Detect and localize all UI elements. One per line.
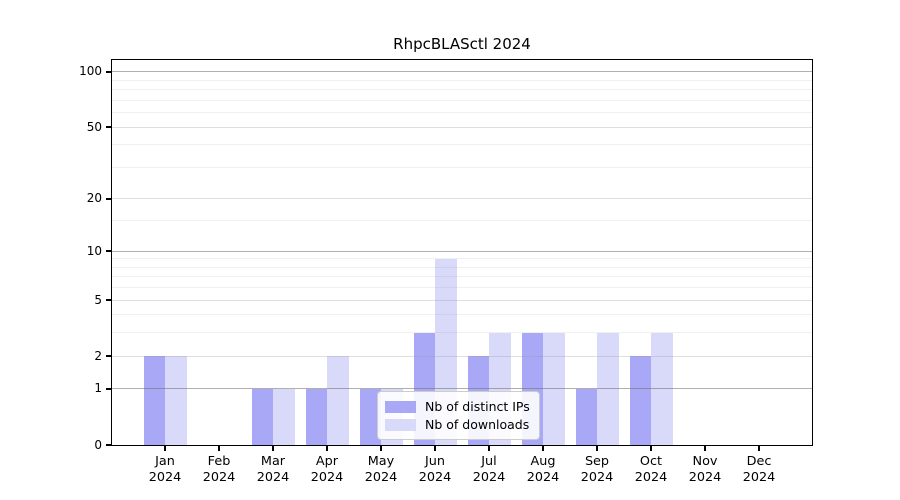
minor-gridline-8 — [112, 266, 812, 268]
y-tick-mark-2 — [106, 355, 112, 357]
x-tick-label-jul: Jul 2024 — [472, 454, 506, 485]
y-tick-label-5: 5 — [94, 292, 102, 307]
y-tick-mark-5 — [106, 299, 112, 301]
x-tick-mark-dec — [758, 446, 760, 451]
y-tick-label-50: 50 — [86, 119, 102, 134]
bar-downloads-jan — [165, 356, 187, 445]
x-tick-mark-jul — [488, 446, 490, 451]
x-tick-mark-nov — [704, 446, 706, 451]
legend-swatch-distinct-ips-icon — [385, 400, 416, 413]
minor-gridline-7 — [112, 276, 812, 278]
x-tick-label-may: May 2024 — [364, 454, 398, 485]
minor-gridline-60 — [112, 112, 812, 114]
x-tick-mark-may — [380, 446, 382, 451]
x-tick-mark-mar — [272, 446, 274, 451]
legend-label-downloads: Nb of downloads — [425, 417, 530, 432]
x-tick-mark-aug — [542, 446, 544, 451]
minor-gridline-40 — [112, 144, 812, 146]
y-tick-mark-1 — [106, 388, 112, 390]
bar-distinct-ips-apr — [305, 388, 327, 445]
y-tick-label-2: 2 — [94, 348, 102, 363]
bar-distinct-ips-may — [359, 388, 381, 445]
minor-gridline-4 — [112, 314, 812, 316]
legend-label-distinct-ips: Nb of distinct IPs — [425, 399, 530, 414]
legend-entry-distinct-ips: Nb of distinct IPs — [385, 398, 530, 415]
x-tick-label-sep: Sep 2024 — [580, 454, 614, 485]
bar-downloads-mar — [273, 388, 295, 445]
y-tick-label-10: 10 — [86, 243, 102, 258]
x-tick-label-jun: Jun 2024 — [418, 454, 452, 485]
y-tick-mark-10 — [106, 250, 112, 252]
gridline-50 — [112, 126, 812, 128]
major-gridline-100 — [112, 71, 812, 73]
major-gridline-1 — [112, 388, 812, 390]
gridline-2 — [112, 355, 812, 357]
x-tick-mark-feb — [218, 446, 220, 451]
minor-gridline-15 — [112, 220, 812, 222]
minor-gridline-6 — [112, 287, 812, 289]
minor-gridline-90 — [112, 79, 812, 81]
bar-distinct-ips-oct — [629, 356, 651, 445]
x-tick-mark-apr — [326, 446, 328, 451]
x-tick-label-dec: Dec 2024 — [742, 454, 776, 485]
y-tick-label-20: 20 — [86, 191, 102, 206]
major-gridline-10 — [112, 250, 812, 252]
y-tick-label-100: 100 — [79, 64, 102, 79]
chart-title: RhpcBLASctl 2024 — [393, 35, 531, 53]
bar-distinct-ips-sep — [575, 388, 597, 445]
minor-gridline-9 — [112, 258, 812, 260]
x-tick-label-jan: Jan 2024 — [148, 454, 182, 485]
y-tick-mark-100 — [106, 71, 112, 73]
y-tick-label-0: 0 — [94, 437, 102, 452]
minor-gridline-3 — [112, 332, 812, 334]
y-tick-mark-20 — [106, 198, 112, 200]
gridline-5 — [112, 299, 812, 301]
legend-swatch-downloads-icon — [385, 418, 416, 431]
x-tick-label-apr: Apr 2024 — [310, 454, 344, 485]
bar-distinct-ips-mar — [251, 388, 273, 445]
y-tick-mark-0 — [106, 444, 112, 446]
x-tick-label-mar: Mar 2024 — [256, 454, 290, 485]
y-tick-mark-50 — [106, 126, 112, 128]
legend: Nb of distinct IPs Nb of downloads — [377, 391, 540, 440]
x-tick-mark-sep — [596, 446, 598, 451]
x-tick-label-aug: Aug 2024 — [526, 454, 560, 485]
x-tick-mark-oct — [650, 446, 652, 451]
minor-gridline-70 — [112, 99, 812, 101]
x-tick-mark-jun — [434, 446, 436, 451]
y-tick-label-1: 1 — [94, 381, 102, 396]
gridline-20 — [112, 198, 812, 200]
legend-entry-downloads: Nb of downloads — [385, 416, 530, 433]
x-tick-label-nov: Nov 2024 — [688, 454, 722, 485]
bar-downloads-apr — [327, 356, 349, 445]
x-tick-mark-jan — [164, 446, 166, 451]
bar-distinct-ips-jan — [143, 356, 165, 445]
minor-gridline-30 — [112, 166, 812, 168]
x-tick-label-oct: Oct 2024 — [634, 454, 668, 485]
minor-gridline-80 — [112, 89, 812, 91]
x-tick-label-feb: Feb 2024 — [202, 454, 236, 485]
